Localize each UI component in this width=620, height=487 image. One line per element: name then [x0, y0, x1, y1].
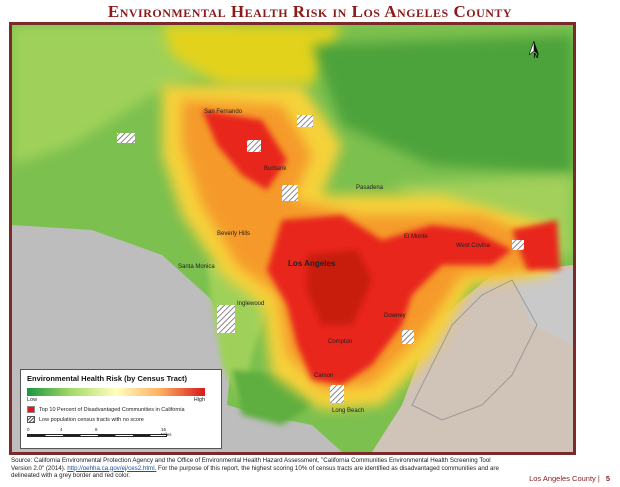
north-arrow-icon	[529, 41, 539, 55]
source-text-continued: For the purpose of this report, the high…	[11, 464, 499, 480]
place-label: Compton	[328, 339, 353, 345]
north-arrow: N	[529, 41, 543, 60]
low-pop-tract	[247, 140, 261, 152]
place-label: Los Angeles	[288, 259, 336, 268]
east-gray-area	[512, 270, 573, 345]
footer-label: Los Angeles County |	[529, 474, 600, 483]
map[interactable]: San Fernando Burbank Pasadena Beverly Hi…	[9, 22, 576, 455]
san-fernando-valley-high-risk	[202, 110, 287, 190]
place-label: Beverly Hills	[217, 231, 251, 237]
place-label: Pasadena	[356, 185, 384, 191]
legend-top10-row: Top 10 Percent of Disadvantaged Communit…	[27, 406, 215, 413]
legend-lowpop-row: Low population census tracts with no sco…	[27, 416, 215, 423]
place-label: West Covina	[456, 243, 490, 249]
county-boundary	[411, 279, 538, 421]
low-pop-tract	[217, 305, 235, 333]
place-label: Santa Monica	[178, 264, 215, 270]
scale-tick: 0	[27, 427, 30, 432]
hatch-swatch-icon	[27, 416, 35, 423]
source-link[interactable]: http://oehha.ca.gov/ej/ces2.html.	[67, 464, 157, 472]
low-pop-tract	[117, 133, 135, 143]
red-swatch-icon	[27, 406, 35, 413]
place-label: El Monte	[404, 234, 428, 240]
place-label: San Fernando	[204, 109, 243, 115]
legend-color-ramp	[27, 388, 205, 396]
east-high-risk	[512, 220, 560, 270]
scale-tick: 8	[95, 427, 98, 432]
scale-bar-graphic	[27, 434, 167, 437]
place-label: Carson	[314, 373, 334, 379]
orange-county-area	[372, 265, 573, 452]
page-title: Environmental Health Risk in Los Angeles…	[107, 2, 513, 21]
low-pop-tract	[282, 185, 298, 201]
page-footer: Los Angeles County | 5	[529, 474, 610, 483]
san-gabriel-mountains	[312, 35, 573, 175]
legend-low-label: Low	[27, 397, 38, 403]
source-text: Source: California Environmental Protect…	[11, 457, 491, 472]
legend-high-label: High	[193, 397, 205, 403]
place-label: Downey	[384, 313, 406, 319]
low-pop-tract	[297, 115, 313, 127]
scale-bar: 0 4 8 16 Miles	[27, 427, 177, 439]
map-canvas	[12, 25, 573, 452]
scale-tick: 4	[60, 427, 63, 432]
downtown-core	[307, 250, 372, 325]
place-label: Inglewood	[237, 301, 265, 307]
source-note: Source: California Environmental Protect…	[11, 457, 511, 480]
page-number: 5	[605, 474, 610, 483]
legend-top10-label: Top 10 Percent of Disadvantaged Communit…	[39, 406, 185, 413]
place-label: Long Beach	[332, 408, 365, 414]
legend-lowpop-label: Low population census tracts with no sco…	[39, 416, 144, 423]
north-yellow-zone	[162, 25, 342, 85]
legend-title: Environmental Health Risk (by Census Tra…	[27, 374, 188, 383]
low-pop-tract	[512, 240, 524, 250]
map-legend: Environmental Health Risk (by Census Tra…	[20, 369, 222, 449]
low-pop-tract	[330, 385, 344, 403]
place-label: Burbank	[264, 166, 287, 172]
north-label: N	[533, 53, 539, 60]
low-pop-tract	[402, 330, 414, 344]
